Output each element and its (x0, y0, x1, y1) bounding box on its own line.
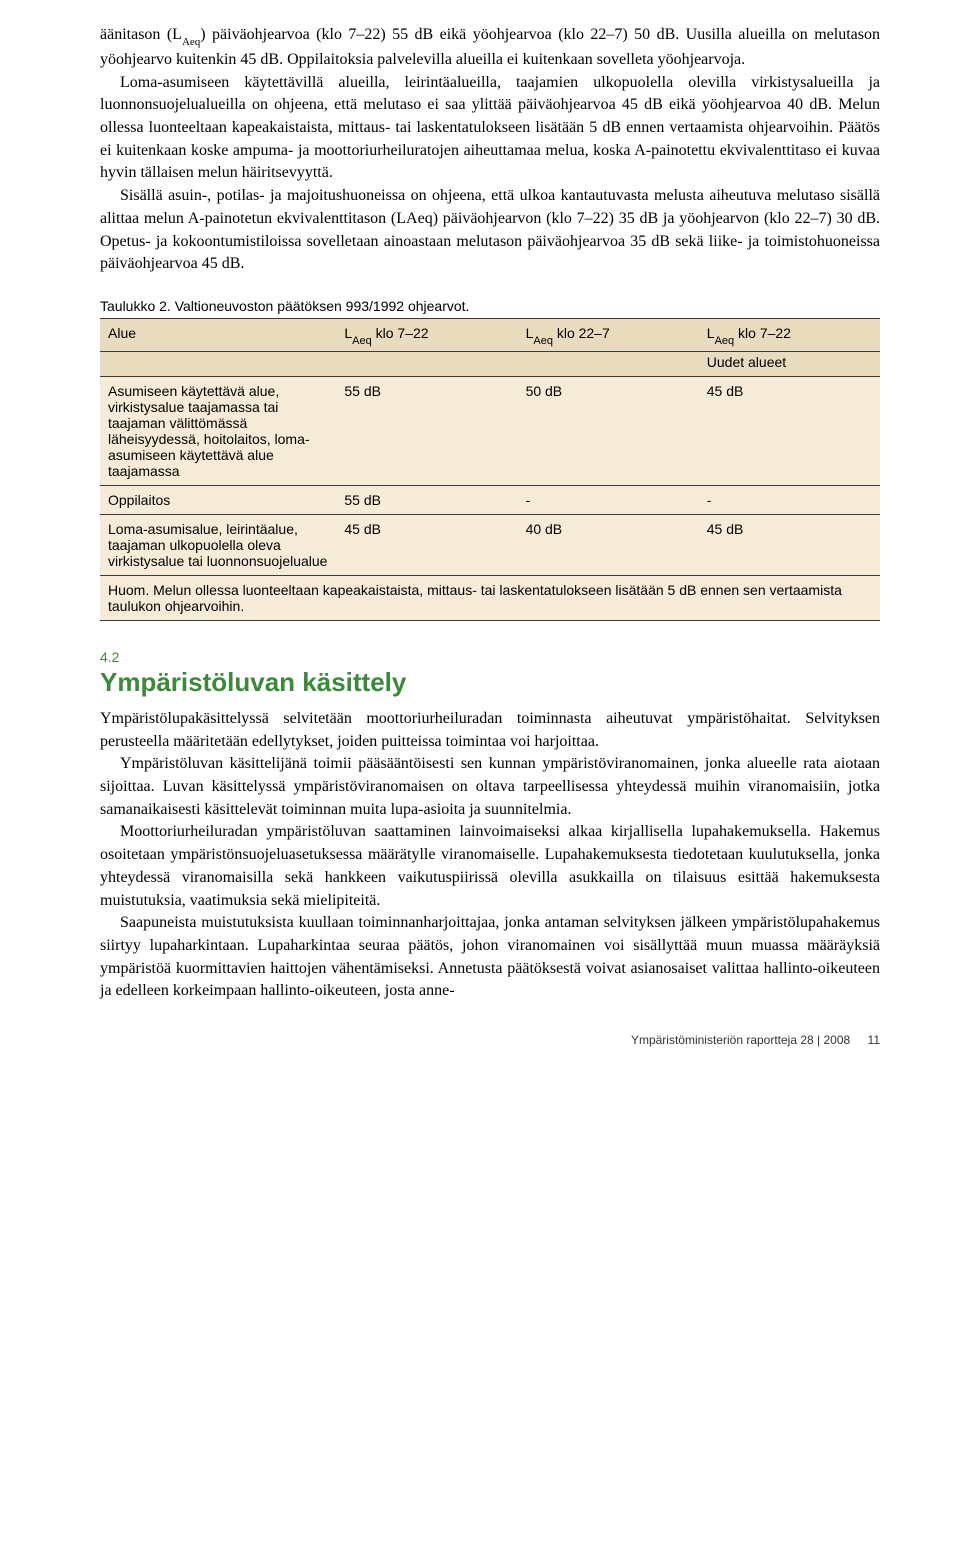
col-subheader-new: Uudet alueet (699, 351, 880, 376)
cell-value: 45 dB (699, 514, 880, 575)
table-caption: Taulukko 2. Valtioneuvoston päätöksen 99… (100, 298, 880, 314)
table-row: Oppilaitos 55 dB - - (100, 485, 880, 514)
col-header-area: Alue (100, 318, 336, 351)
p1-text-a: äänitason (L (100, 26, 182, 43)
paragraph-2: Loma-asumiseen käytettävillä alueilla, l… (100, 72, 880, 186)
paragraph-5: Ympäristöluvan käsittelijänä toimii pääs… (100, 753, 880, 821)
col-header-new: LAeq klo 7–22 (699, 318, 880, 351)
page-number: 11 (868, 1033, 880, 1047)
section-number: 4.2 (100, 649, 880, 665)
section-title: Ympäristöluvan käsittely (100, 667, 880, 698)
cell-value: 50 dB (518, 376, 699, 485)
table-footnote: Huom. Melun ollessa luonteeltaan kapeaka… (100, 575, 880, 620)
cell-area: Asumiseen käytettävä alue, virkistysalue… (100, 376, 336, 485)
guideline-table: Alue LAeq klo 7–22 LAeq klo 22–7 LAeq kl… (100, 318, 880, 621)
paragraph-4: Ympäristölupakäsittelyssä selvitetään mo… (100, 708, 880, 753)
cell-value: - (518, 485, 699, 514)
table-row: Asumiseen käytettävä alue, virkistysalue… (100, 376, 880, 485)
cell-value: 40 dB (518, 514, 699, 575)
cell-value: 55 dB (336, 485, 517, 514)
cell-value: - (699, 485, 880, 514)
paragraph-3: Sisällä asuin-, potilas- ja majoitushuon… (100, 185, 880, 276)
cell-value: 45 dB (699, 376, 880, 485)
paragraph-7: Saapuneista muistutuksista kuullaan toim… (100, 912, 880, 1003)
cell-value: 55 dB (336, 376, 517, 485)
document-page: äänitason (LAeq) päiväohjearvoa (klo 7–2… (0, 0, 960, 1077)
table-row: Loma-asumisalue, leirintäalue, taajaman … (100, 514, 880, 575)
cell-value: 45 dB (336, 514, 517, 575)
cell-area: Oppilaitos (100, 485, 336, 514)
paragraph-1: äänitason (LAeq) päiväohjearvoa (klo 7–2… (100, 24, 880, 72)
footer-text: Ympäristöministeriön raportteja 28 | 200… (631, 1033, 850, 1047)
col-header-night: LAeq klo 22–7 (518, 318, 699, 351)
page-footer: Ympäristöministeriön raportteja 28 | 200… (100, 1033, 880, 1047)
col-header-day: LAeq klo 7–22 (336, 318, 517, 351)
paragraph-6: Moottoriurheiluradan ympäristöluvan saat… (100, 821, 880, 912)
cell-area: Loma-asumisalue, leirintäalue, taajaman … (100, 514, 336, 575)
p1-sub: Aeq (182, 36, 200, 48)
p1-text-b: ) päiväohjearvoa (klo 7–22) 55 dB eikä y… (100, 26, 880, 68)
